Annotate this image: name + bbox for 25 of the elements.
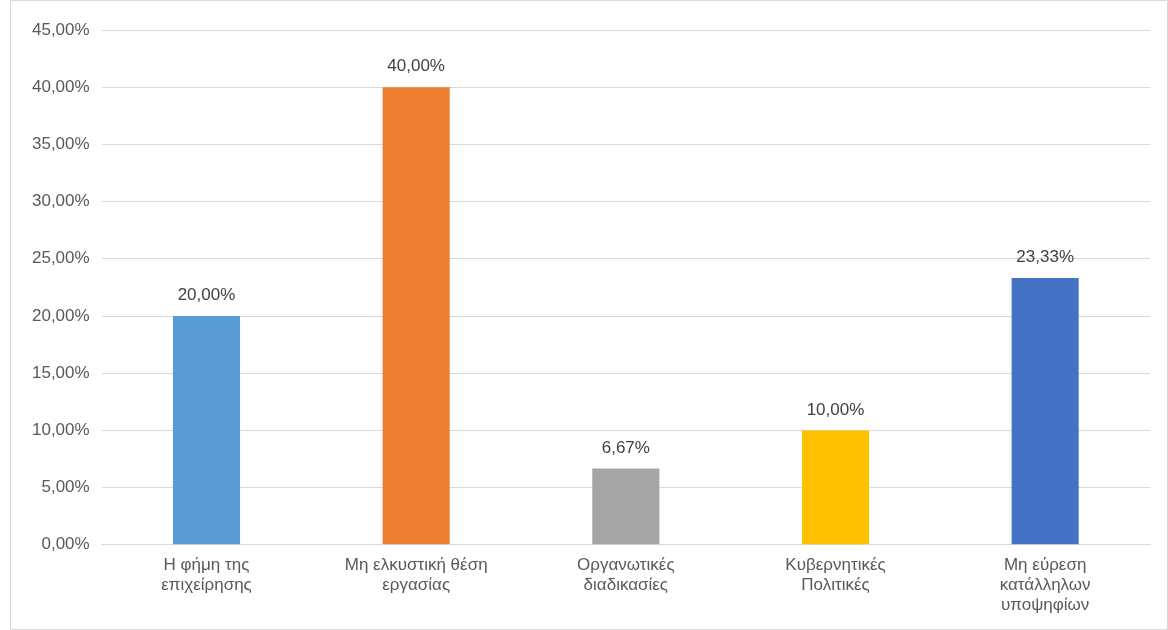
data-label: 10,00% [806,399,865,419]
y-tick-label: 0,00% [41,534,90,554]
y-tick-label: 15,00% [31,362,90,382]
y-tick-label: 20,00% [31,305,90,325]
y-tick-label: 40,00% [31,76,90,96]
bar [592,468,660,545]
x-tick-label: Οργανωτικές διαδικασίες [577,554,675,595]
y-tick-label: 5,00% [41,477,90,497]
data-label: 20,00% [177,285,236,305]
y-tick-label: 45,00% [31,19,90,39]
y-tick-label: 30,00% [31,191,90,211]
bar [172,316,241,545]
y-tick-label: 10,00% [31,420,90,440]
data-label: 23,33% [1016,247,1074,267]
bar [382,87,450,545]
data-label: 6,67% [601,437,650,457]
x-tick-label: Κυβερνητικές Πολιτικές [785,554,886,595]
bar [1011,277,1079,545]
x-tick-label: Μη ελκυστική θέση εργασίας [344,554,488,595]
y-tick-label: 35,00% [31,134,90,154]
x-tick-label: Η φήμη της επιχείρησης [161,554,252,595]
bar [801,430,870,545]
data-label: 40,00% [387,56,445,76]
x-tick-label: Μη εύρεση κατάλληλων υποψηφίων [999,554,1091,615]
y-tick-label: 25,00% [31,248,90,268]
